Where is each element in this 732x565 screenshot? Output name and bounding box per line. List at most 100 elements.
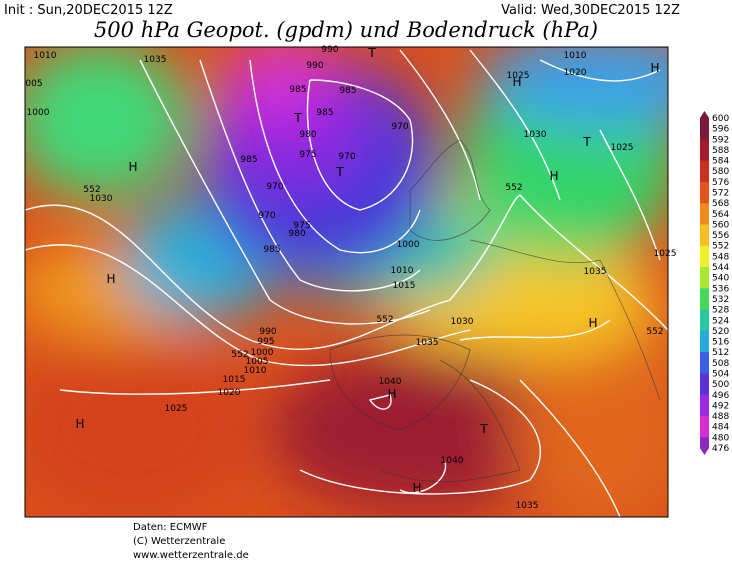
map-label: 985 xyxy=(263,245,280,255)
colorbar-swatch xyxy=(700,128,709,140)
map-label: 1035 xyxy=(416,338,439,348)
map-label: 1010 xyxy=(564,51,587,61)
map-label: 1005 xyxy=(246,357,269,367)
colorbar-swatch xyxy=(700,171,709,183)
map-label: H xyxy=(588,316,597,330)
colorbar-swatch xyxy=(700,416,709,428)
map-label: T xyxy=(335,165,344,179)
colorbar-swatch xyxy=(700,384,709,396)
colorbar-label: 572 xyxy=(712,189,729,199)
map-label: 1000 xyxy=(251,348,274,358)
colorbar-label: 544 xyxy=(712,263,729,273)
map-label: T xyxy=(479,422,488,436)
map-label: 1010 xyxy=(34,51,57,61)
map-label: 552 xyxy=(646,327,663,337)
footer-copyright: (C) Wetterzentrale xyxy=(133,536,225,547)
map-label: 1035 xyxy=(516,501,539,511)
colorbar-swatch xyxy=(700,267,709,279)
map-label: T xyxy=(582,135,591,149)
map-label: 990 xyxy=(321,45,338,55)
colorbar-swatch xyxy=(700,224,709,236)
map-label: 1000 xyxy=(397,240,420,250)
map-label: 1015 xyxy=(223,375,246,385)
map-label: 970 xyxy=(258,211,275,221)
map-label: 005 xyxy=(25,79,42,89)
colorbar-swatch xyxy=(700,288,709,300)
map-label: H xyxy=(128,160,137,174)
colorbar-swatch xyxy=(700,245,709,257)
colorbar-label: 536 xyxy=(712,284,729,294)
colorbar-label: 592 xyxy=(712,135,729,145)
map-label: 1010 xyxy=(244,366,267,376)
map-label: H xyxy=(387,387,396,401)
colorbar-swatch xyxy=(700,320,709,332)
colorbar-arrow-bottom xyxy=(700,448,709,455)
map-label: 1000 xyxy=(27,108,50,118)
colorbar-label: 504 xyxy=(712,369,729,379)
colorbar-label: 552 xyxy=(712,242,729,252)
colorbar-swatch xyxy=(700,362,709,374)
map-label: H xyxy=(412,481,421,495)
map-label: 985 xyxy=(289,85,306,95)
colorbar-swatch xyxy=(700,256,709,268)
colorbar-swatch xyxy=(700,181,709,194)
colorbar-swatch xyxy=(700,298,709,311)
colorbar-swatch xyxy=(700,277,709,289)
map-label: 1040 xyxy=(379,377,402,387)
init-time: Init : Sun,20DEC2015 12Z xyxy=(4,3,173,18)
colorbar-label: 580 xyxy=(712,167,729,177)
colorbar-label: 532 xyxy=(712,295,729,305)
map-label: 1030 xyxy=(524,130,547,140)
map-label: 985 xyxy=(316,108,333,118)
map-title: 500 hPa Geopot. (gpdm) und Bodendruck (h… xyxy=(94,18,598,42)
colorbar-swatch xyxy=(700,213,709,225)
map-label: 1030 xyxy=(451,317,474,327)
map-label: 1040 xyxy=(441,456,464,466)
map-label: 1020 xyxy=(218,388,241,398)
map-label: 980 xyxy=(288,229,305,239)
footer-url: www.wetterzentrale.de xyxy=(133,550,249,561)
colorbar-label: 584 xyxy=(712,157,729,167)
map-label: 1025 xyxy=(611,143,634,153)
colorbar-swatch xyxy=(700,160,709,172)
map-frame xyxy=(24,46,669,518)
colorbar-label: 512 xyxy=(712,348,729,358)
colorbar-swatch xyxy=(700,309,709,321)
map-label: 1010 xyxy=(391,266,414,276)
colorbar-swatch xyxy=(700,426,709,438)
map-area xyxy=(25,47,668,517)
colorbar-label: 476 xyxy=(712,444,729,454)
colorbar-swatch xyxy=(700,118,709,130)
map-label: 552 xyxy=(231,350,248,360)
colorbar-label: 488 xyxy=(712,412,729,422)
map-label: H xyxy=(650,61,659,75)
colorbar-label: 560 xyxy=(712,220,729,230)
colorbar-label: 508 xyxy=(712,359,729,369)
map-label: H xyxy=(512,75,521,89)
colorbar-label: 516 xyxy=(712,338,729,348)
colorbar-label: 480 xyxy=(712,433,729,443)
map-label: 1015 xyxy=(393,281,416,291)
colorbar-label: 596 xyxy=(712,125,729,135)
colorbar-label: 600 xyxy=(712,114,729,124)
map-label: 1025 xyxy=(507,71,530,81)
map-label: H xyxy=(75,417,84,431)
colorbar-label: 524 xyxy=(712,316,729,326)
colorbar-swatch xyxy=(700,394,709,406)
valid-time: Valid: Wed,30DEC2015 12Z xyxy=(501,3,680,18)
map-label: 985 xyxy=(240,155,257,165)
map-label: 975 xyxy=(293,221,310,231)
colorbar-label: 568 xyxy=(712,199,729,209)
map-label: 990 xyxy=(259,327,276,337)
colorbar-label: 484 xyxy=(712,423,729,433)
colorbar-label: 520 xyxy=(712,327,729,337)
colorbar-swatch xyxy=(700,405,709,417)
map-label: 995 xyxy=(257,337,274,347)
colorbar-swatch xyxy=(700,352,709,364)
map-label: 990 xyxy=(306,61,323,71)
colorbar-swatch xyxy=(700,203,709,215)
map-label: 552 xyxy=(83,185,100,195)
map-label: 552 xyxy=(505,183,522,193)
colorbar-swatch xyxy=(700,373,709,385)
